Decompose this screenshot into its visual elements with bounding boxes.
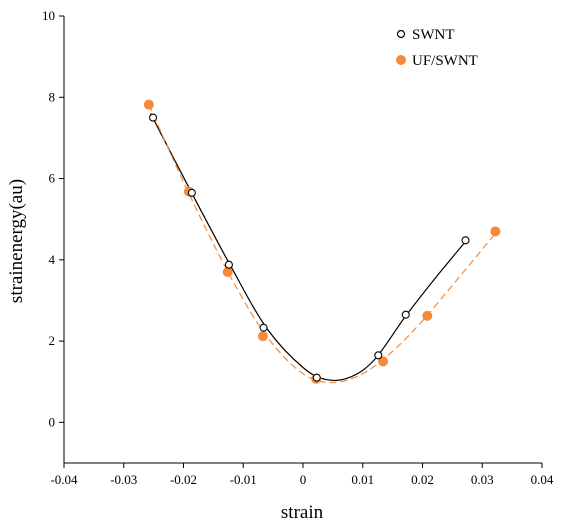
x-tick-label: -0.04 — [50, 472, 78, 487]
y-tick-label: 0 — [49, 414, 56, 429]
swnt-fit-line — [150, 113, 466, 382]
x-tick-label: 0.04 — [531, 472, 554, 487]
plot-area — [63, 16, 542, 464]
data-points — [143, 99, 501, 384]
swnt-data-point — [312, 373, 321, 382]
uf-swnt-data-point — [257, 331, 268, 342]
y-axis-title: strainenergy(au) — [6, 179, 27, 303]
uf-swnt-fit-line — [148, 104, 496, 384]
x-tick-label: -0.02 — [170, 472, 197, 487]
swnt-data-point — [259, 323, 268, 332]
chart-legend: SWNT UF/SWNT — [396, 27, 478, 69]
y-tick-label: 2 — [49, 333, 56, 348]
legend-swnt-marker — [396, 29, 406, 39]
y-tick-label: 6 — [49, 171, 56, 186]
x-tick-label: 0.03 — [471, 472, 494, 487]
swnt-data-point — [374, 351, 383, 360]
legend-swnt-label: SWNT — [412, 27, 455, 43]
uf-swnt-data-point — [422, 310, 433, 321]
y-tick-label: 4 — [49, 252, 56, 267]
uf-swnt-data-point — [378, 356, 389, 367]
x-tick-label: 0.02 — [411, 472, 434, 487]
legend-uf-swnt-label: UF/SWNT — [412, 53, 478, 69]
fit-curves — [148, 104, 496, 384]
swnt-data-point — [224, 260, 233, 269]
uf-swnt-data-point — [490, 226, 501, 237]
y-tick-label: 10 — [42, 8, 55, 23]
x-axis-title: strain — [281, 502, 324, 523]
axis-ticks: -0.04 -0.03 -0.02 -0.01 0 0.01 0.02 0.03 0.04 0 2 4… — [42, 8, 554, 487]
legend-uf-swnt-marker — [396, 55, 406, 65]
x-tick-label: -0.03 — [110, 472, 137, 487]
swnt-data-point — [148, 113, 158, 122]
swnt-data-point — [401, 310, 410, 319]
swnt-data-point — [461, 236, 470, 245]
x-tick-label: -0.01 — [230, 472, 257, 487]
uf-swnt-data-point — [143, 99, 154, 110]
x-tick-label: 0.01 — [351, 472, 374, 487]
swnt-data-point — [187, 188, 196, 197]
y-tick-label: 8 — [49, 89, 56, 104]
x-tick-label: 0 — [300, 472, 307, 487]
uf-swnt-data-point — [222, 267, 233, 278]
